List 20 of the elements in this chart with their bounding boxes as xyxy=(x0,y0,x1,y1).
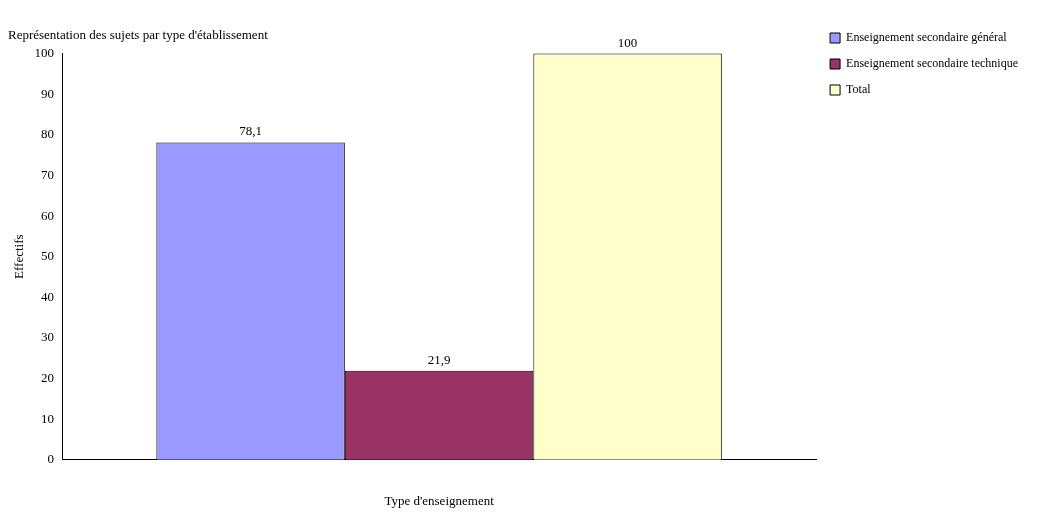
x-axis-title: Type d'enseignement xyxy=(384,492,495,508)
legend-label: Enseignement secondaire technique xyxy=(846,56,1019,71)
y-tick-label: 20 xyxy=(41,369,55,385)
data-label: 78,1 xyxy=(239,123,262,139)
legend-label: Enseignement secondaire général xyxy=(846,30,1008,45)
legend-label: Total xyxy=(846,82,872,97)
y-tick-label: 10 xyxy=(41,410,55,426)
y-tick-label: 80 xyxy=(41,126,55,142)
chart-title: Représentation des sujets par type d'établissement xyxy=(8,27,269,43)
y-tick-label: 40 xyxy=(41,288,55,304)
y-tick-label: 90 xyxy=(41,85,55,101)
y-tick-label: 0 xyxy=(47,451,55,467)
y-tick-label: 50 xyxy=(41,248,55,264)
y-tick-label: 30 xyxy=(41,329,55,345)
y-tick-label: 70 xyxy=(41,166,55,182)
data-label: 21,9 xyxy=(427,351,451,367)
y-tick-label: 100 xyxy=(34,45,55,61)
data-label: 100 xyxy=(617,34,638,50)
y-axis-title: Effectifs xyxy=(11,234,27,279)
y-tick-label: 60 xyxy=(41,207,55,223)
